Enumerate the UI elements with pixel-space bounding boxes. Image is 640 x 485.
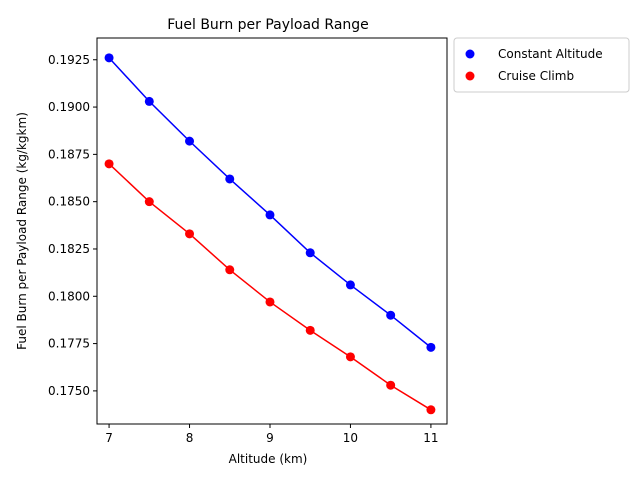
y-tick-label: 0.1750 bbox=[48, 384, 90, 398]
series-2-point bbox=[386, 380, 396, 390]
series-1-point bbox=[185, 136, 195, 146]
series-2-point bbox=[104, 159, 114, 169]
y-tick-label: 0.1900 bbox=[48, 100, 90, 114]
series-2-point bbox=[144, 197, 154, 207]
y-tick-label: 0.1775 bbox=[48, 337, 90, 351]
y-tick-label: 0.1875 bbox=[48, 147, 90, 161]
x-tick-label: 10 bbox=[343, 431, 358, 445]
series-1-point bbox=[426, 342, 436, 352]
y-tick-label: 0.1850 bbox=[48, 195, 90, 209]
series-1-point bbox=[225, 174, 235, 184]
y-tick-label: 0.1925 bbox=[48, 53, 90, 67]
axes-frame bbox=[96, 37, 448, 425]
legend-marker-1 bbox=[465, 49, 475, 59]
x-tick-label: 7 bbox=[105, 431, 113, 445]
series-1-point bbox=[104, 53, 114, 63]
series-2-point bbox=[305, 325, 315, 335]
x-axis-label: Altitude (km) bbox=[229, 452, 308, 466]
series-1-point bbox=[144, 96, 154, 106]
legend-frame bbox=[453, 37, 630, 93]
y-axis-label: Fuel Burn per Payload Range (kg/kgkm) bbox=[15, 112, 29, 350]
series-2-point bbox=[426, 405, 436, 415]
series-2-point bbox=[265, 297, 275, 307]
x-tick-label: 11 bbox=[423, 431, 438, 445]
series-1-point bbox=[345, 280, 355, 290]
series-1-point bbox=[265, 210, 275, 220]
series-1-point bbox=[305, 248, 315, 258]
x-tick-label: 8 bbox=[186, 431, 194, 445]
y-tick-label: 0.1825 bbox=[48, 242, 90, 256]
chart-title: Fuel Burn per Payload Range bbox=[167, 17, 369, 33]
plot-area: 7 8 9 10 11 0.1750 0.1775 0.1800 0.1825 0.1850 0.1… bbox=[48, 37, 448, 445]
legend: Constant Altitude Cruise Climb bbox=[453, 37, 630, 93]
series-2-point bbox=[225, 265, 235, 275]
series-line-2 bbox=[108, 163, 432, 411]
legend-label-1: Constant Altitude bbox=[498, 47, 603, 61]
series-2-point bbox=[185, 229, 195, 239]
legend-marker-2 bbox=[465, 71, 475, 81]
y-tick-label: 0.1800 bbox=[48, 289, 90, 303]
series-1-point bbox=[386, 310, 396, 320]
series-2-point bbox=[345, 352, 355, 362]
legend-label-2: Cruise Climb bbox=[498, 69, 574, 83]
x-tick-label: 9 bbox=[266, 431, 274, 445]
